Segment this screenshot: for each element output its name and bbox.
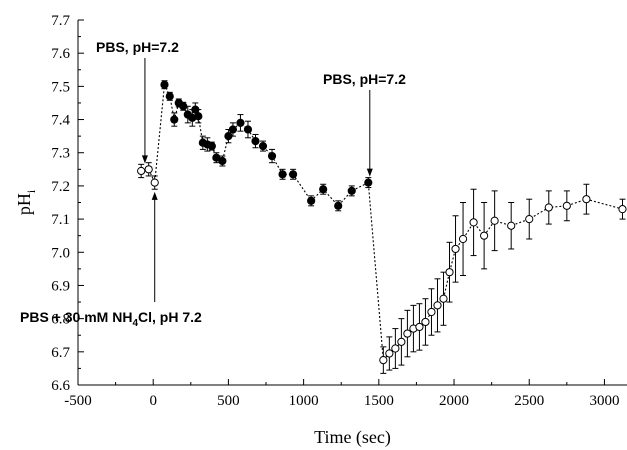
annotation-label: PBS, pH=7.2 [96, 39, 179, 55]
open-data-point [385, 349, 394, 358]
open-data-point [544, 203, 553, 212]
open-data-point [433, 301, 442, 310]
filled-data-point [236, 118, 245, 127]
series-line [141, 82, 623, 362]
x-tick-label: 500 [217, 393, 240, 409]
x-tick-label: -500 [64, 393, 92, 409]
filled-data-point [170, 115, 179, 124]
open-data-point [507, 221, 516, 230]
open-data-point [397, 337, 406, 346]
open-data-point [150, 178, 159, 187]
filled-data-point [278, 170, 287, 179]
filled-data-point [258, 141, 268, 151]
filled-data-point [319, 185, 328, 194]
open-data-point [458, 234, 468, 244]
x-tick-label: 1500 [364, 393, 394, 409]
open-data-point [582, 195, 591, 204]
filled-data-point [179, 102, 188, 111]
y-axis-title-subscript: i [24, 189, 38, 193]
filled-data-point [364, 178, 373, 187]
annotation-label-part: Cl, pH 7.2 [138, 309, 202, 325]
open-data-point [144, 165, 153, 174]
filled-data-point [307, 196, 316, 205]
open-data-point [469, 218, 478, 227]
annotation-label-subscript: 4 [132, 318, 138, 329]
y-tick-label: 7.7 [51, 13, 70, 29]
y-tick-label: 6.9 [51, 278, 70, 294]
y-tick-label: 7.6 [51, 46, 70, 62]
annotation-arrowhead [141, 155, 148, 164]
axes: -500 0 500 1000 1500 2000 2500 3000 6.6 6.7 6.8 6.9… [14, 13, 627, 448]
y-tick-label: 7.0 [51, 245, 70, 261]
open-data-point [415, 322, 424, 332]
filled-data-point [228, 125, 238, 134]
annotation-arrowhead [151, 191, 158, 200]
y-tick-label: 7.3 [51, 146, 70, 162]
open-data-point [525, 214, 534, 224]
x-tick-label: 2500 [514, 393, 544, 409]
open-data-point [391, 344, 400, 353]
open-data-point [137, 166, 146, 176]
y-axis-title-main: pH [14, 193, 34, 215]
open-data-point [379, 356, 388, 365]
annotation-arrowhead [366, 168, 373, 177]
annotation-label-part: PBS + 30 mM NH [20, 309, 132, 325]
error-bars [138, 80, 626, 374]
filled-data-point [207, 141, 216, 151]
y-tick-label: 7.2 [51, 179, 70, 195]
y-axis-title: pHi [14, 189, 38, 215]
filled-data-point [334, 201, 343, 210]
open-data-point [403, 329, 412, 338]
y-tick-label: 7.4 [51, 113, 70, 129]
open-data-point [480, 231, 489, 240]
filled-data-point [194, 112, 203, 121]
open-data-point [490, 216, 499, 225]
open-data-point [451, 244, 460, 254]
filled-data-point [165, 92, 174, 101]
data-points [137, 80, 627, 365]
open-data-point [439, 294, 448, 303]
open-data-point [618, 205, 627, 214]
x-tick-label: 2000 [439, 393, 469, 409]
filled-data-point [218, 156, 227, 166]
y-tick-label: 7.1 [51, 212, 70, 228]
series-lines [141, 82, 623, 362]
annotations: PBS, pH=7.2 PBS + 30 mM NH4Cl, pH 7.2 PBS,… [20, 39, 406, 329]
open-data-point [445, 268, 454, 277]
filled-data-point [212, 153, 221, 162]
filled-data-point [224, 132, 233, 141]
x-tick-label: 1000 [289, 393, 319, 409]
y-tick-label: 6.8 [51, 312, 70, 328]
filled-data-point [347, 186, 356, 195]
x-tick-label: 0 [149, 393, 157, 409]
open-data-point [562, 201, 571, 210]
annotation-label: PBS + 30 mM NH4Cl, pH 7.2 [20, 309, 202, 329]
y-tick-label: 6.6 [51, 378, 70, 394]
x-tick-label: 3000 [589, 393, 619, 409]
annotation-label: PBS, pH=7.2 [323, 71, 406, 87]
filled-data-point [160, 80, 169, 89]
filled-data-point [288, 170, 298, 179]
filled-data-point [191, 105, 200, 114]
y-tick-label: 7.5 [51, 79, 70, 95]
filled-data-point [243, 125, 253, 134]
x-axis-title: Time (sec) [314, 427, 391, 448]
filled-data-point [251, 137, 260, 146]
filled-data-point [267, 151, 277, 161]
y-tick-label: 6.7 [51, 345, 70, 361]
open-data-point [427, 307, 436, 317]
open-data-point [421, 317, 430, 327]
